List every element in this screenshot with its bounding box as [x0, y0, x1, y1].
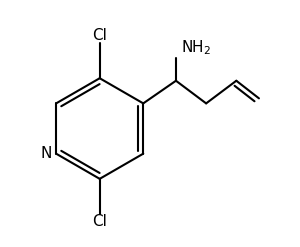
Text: N: N [40, 146, 52, 161]
Text: NH$_2$: NH$_2$ [181, 39, 211, 57]
Text: Cl: Cl [92, 28, 107, 43]
Text: Cl: Cl [92, 214, 107, 229]
